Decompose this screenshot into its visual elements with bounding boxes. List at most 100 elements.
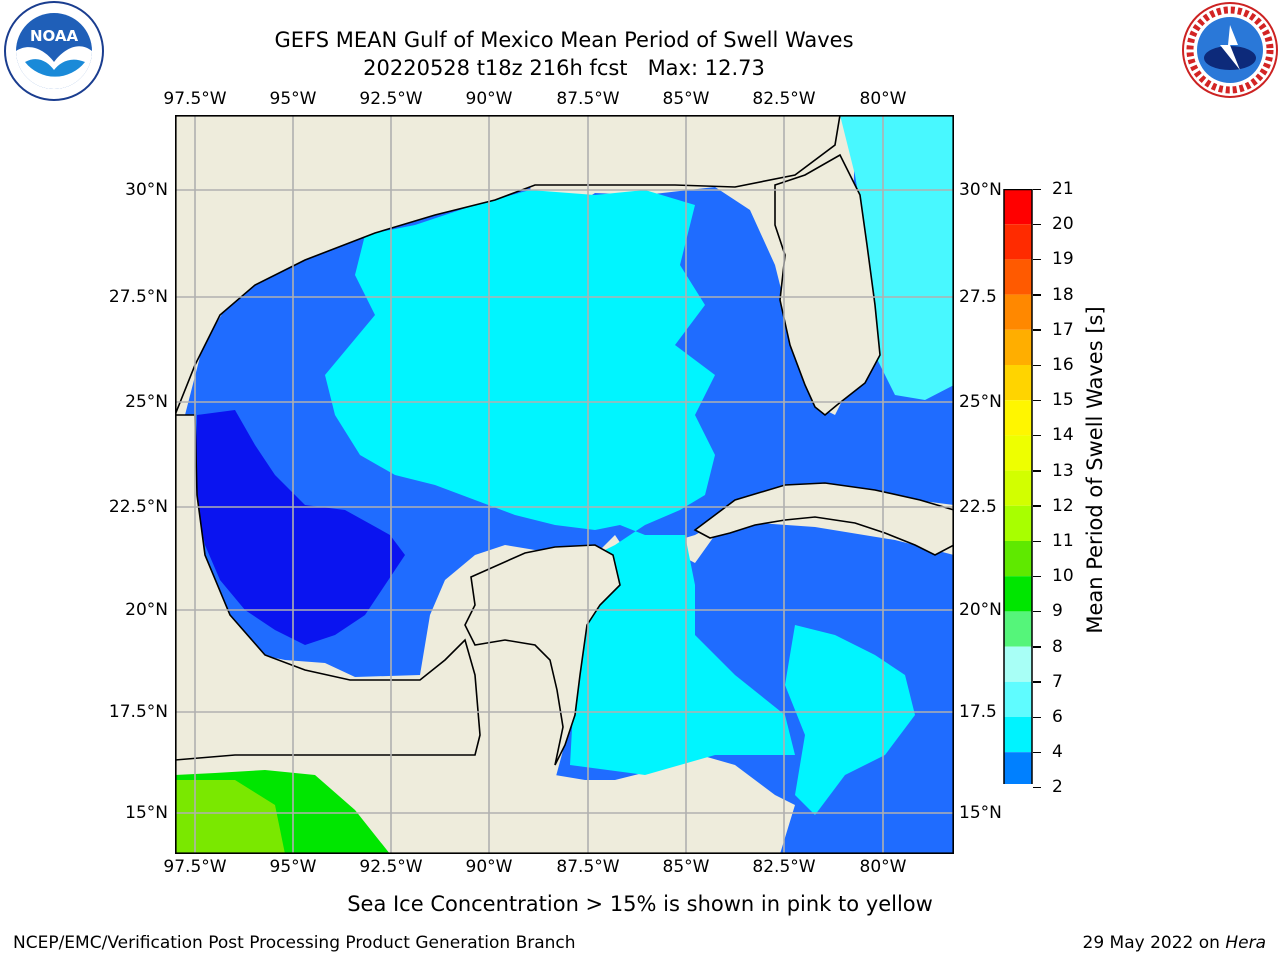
- colorbar-swatch: [1004, 400, 1032, 436]
- lon-tick-label: 85°W: [662, 857, 710, 877]
- cuba-land: [693, 482, 954, 556]
- lon-tick-label: 87.5°W: [556, 857, 620, 877]
- yucatan-land: [464, 544, 621, 766]
- colorbar-tick-label: 7: [1052, 671, 1063, 692]
- footer-date: 29 May 2022 on: [1082, 933, 1226, 953]
- colorbar-tick-label: 10: [1052, 566, 1074, 587]
- colorbar-tick-mark: [1033, 716, 1041, 718]
- colorbar-swatch: [1004, 541, 1032, 577]
- cyan-region: [325, 190, 795, 775]
- florida-land: [774, 153, 881, 417]
- colorbar-swatch: [1004, 329, 1032, 365]
- colorbar-tick-mark: [1033, 646, 1041, 648]
- colorbar-tick-label: 6: [1052, 707, 1063, 727]
- atlantic-cyan: [840, 115, 954, 400]
- colorbar-tick-mark: [1033, 329, 1041, 331]
- deep-blue-region: [195, 410, 405, 645]
- colorbar-tick-mark: [1033, 610, 1041, 613]
- colorbar: [1003, 189, 1033, 784]
- colorbar-swatch: [1004, 576, 1032, 612]
- colorbar-swatch: [1004, 646, 1032, 682]
- pacific-lime: [175, 780, 285, 854]
- colorbar-label: Mean Period of Swell Waves [s]: [1083, 306, 1107, 634]
- colorbar-tick-label: 20: [1052, 214, 1074, 235]
- lon-tick-label: 80°W: [859, 857, 907, 877]
- lat-tick-label: 30°N: [959, 180, 1002, 200]
- colorbar-swatch: [1004, 505, 1032, 541]
- nws-logo: [1180, 0, 1280, 100]
- colorbar-tick-mark: [1033, 434, 1041, 437]
- map-grid: [175, 115, 954, 854]
- colorbar-tick-mark: [1033, 399, 1041, 402]
- map-subtitle: 20220528 t18z 216h fcst Max: 12.73: [363, 56, 765, 80]
- lat-tick-label: 15°N: [125, 803, 168, 823]
- lat-tick-label: 22.5°N: [108, 497, 168, 517]
- lat-tick-label: 17.5: [959, 702, 997, 722]
- colorbar-swatch: [1004, 224, 1032, 260]
- noaa-logo: NOAA: [3, 0, 105, 102]
- colorbar-tick-label: 18: [1052, 284, 1074, 305]
- lat-tick-label: 20°N: [959, 600, 1002, 620]
- colorbar-tick-mark: [1033, 751, 1041, 754]
- colorbar-swatch: [1004, 365, 1032, 401]
- colorbar-tick-mark: [1033, 786, 1041, 789]
- colorbar-frame: [1003, 189, 1033, 784]
- colorbar-swatch: [1004, 717, 1032, 753]
- lat-tick-label: 20°N: [125, 600, 168, 620]
- colorbar-tick-label: 12: [1052, 495, 1074, 516]
- colorbar-tick-mark: [1033, 470, 1041, 472]
- colorbar-tick-mark: [1033, 505, 1041, 507]
- colorbar-tick-label: 21: [1052, 179, 1074, 199]
- colorbar-tick-mark: [1033, 223, 1041, 226]
- footer-host: Hera: [1225, 933, 1266, 953]
- lat-tick-label: 15°N: [959, 803, 1002, 823]
- lon-tick-label: 97.5°W: [163, 89, 227, 109]
- colorbar-tick-label: 2: [1052, 777, 1063, 798]
- colorbar-tick-label: 16: [1052, 355, 1074, 375]
- lon-tick-label: 87.5°W: [556, 89, 620, 109]
- colorbar-tick-label: 19: [1052, 249, 1074, 270]
- lon-tick-label: 92.5°W: [359, 857, 423, 877]
- colorbar-tick-label: 15: [1052, 390, 1074, 411]
- colorbar-swatch: [1004, 435, 1032, 471]
- lon-tick-label: 90°W: [465, 857, 513, 877]
- lon-tick-label: 90°W: [465, 89, 513, 109]
- lat-tick-label: 25°N: [125, 392, 168, 412]
- colorbar-tick-label: 8: [1052, 636, 1063, 657]
- colorbar-swatches: [1003, 189, 1033, 784]
- sea-ice-note: Sea Ice Concentration > 15% is shown in …: [347, 892, 933, 916]
- colorbar-swatch: [1004, 470, 1032, 506]
- lat-tick-label: 30°N: [125, 180, 168, 200]
- colorbar-swatch: [1004, 611, 1032, 647]
- colorbar-tick-label: 11: [1052, 531, 1074, 551]
- lat-tick-label: 27.5°N: [108, 287, 168, 307]
- lon-tick-label: 95°W: [269, 89, 317, 109]
- lat-tick-label: 22.5: [959, 497, 997, 517]
- colorbar-tick-label: 13: [1052, 460, 1074, 481]
- colorbar-tick-mark: [1033, 258, 1041, 261]
- colorbar-swatch: [1004, 259, 1032, 295]
- lon-tick-label: 95°W: [269, 857, 317, 877]
- lon-tick-label: 97.5°W: [163, 857, 227, 877]
- lon-tick-label: 82.5°W: [752, 89, 816, 109]
- footer-right: 29 May 2022 on Hera: [1083, 932, 1267, 954]
- colorbar-tick-mark: [1033, 188, 1041, 190]
- footer-left: NCEP/EMC/Verification Post Processing Pr…: [13, 933, 576, 953]
- map-title: GEFS MEAN Gulf of Mexico Mean Period of …: [274, 28, 854, 52]
- colorbar-tick-mark: [1033, 575, 1041, 578]
- colorbar-swatch: [1004, 752, 1032, 784]
- lat-tick-label: 25°N: [959, 392, 1002, 412]
- colorbar-tick-label: 9: [1052, 601, 1063, 622]
- colorbar-swatch: [1004, 681, 1032, 717]
- colorbar-swatch: [1004, 294, 1032, 330]
- lat-tick-label: 17.5°N: [108, 702, 168, 722]
- noaa-logo-text: NOAA: [30, 27, 79, 45]
- colorbar-tick-label: 14: [1052, 425, 1074, 446]
- colorbar-tick-mark: [1033, 294, 1041, 296]
- map-canvas: [175, 115, 954, 854]
- colorbar-swatch: [1004, 189, 1032, 225]
- map-frame: [175, 115, 954, 854]
- colorbar-tick-label: 17: [1052, 319, 1074, 340]
- lon-tick-label: 82.5°W: [752, 857, 816, 877]
- colorbar-tick-label: 4: [1052, 742, 1063, 763]
